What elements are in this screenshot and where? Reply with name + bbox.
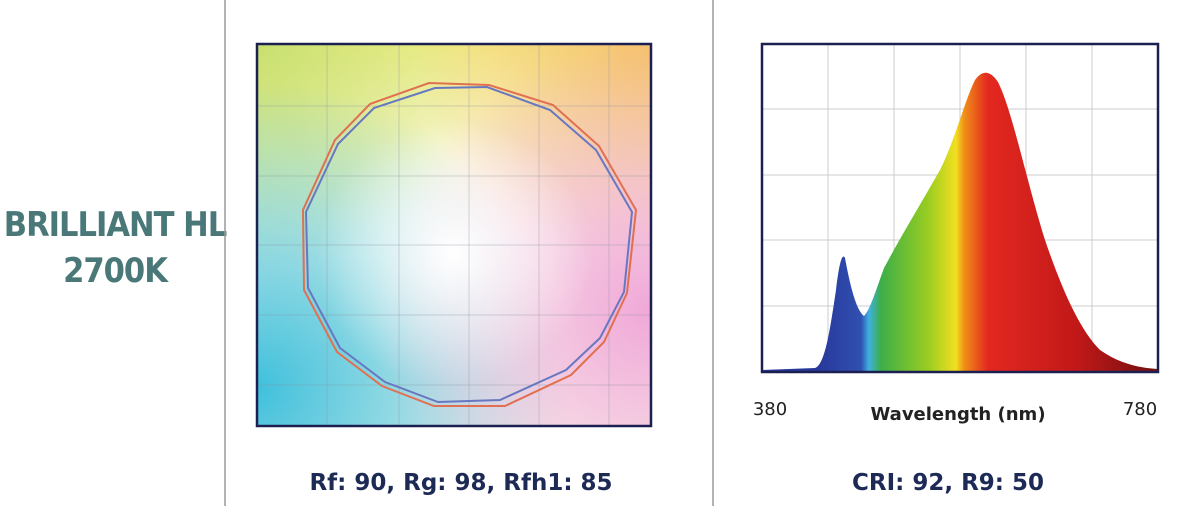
axis-max: 780 — [1123, 399, 1157, 420]
color-vector-graphic — [255, 42, 653, 428]
spectrum-graphic — [760, 42, 1160, 374]
product-name: BRILLIANT HL — [4, 205, 227, 245]
axis-label: Wavelength (nm) — [870, 404, 1045, 425]
caption: Rf: 90, Rg: 98, Rfh1: 85 — [309, 470, 612, 496]
product-cct: 2700K — [63, 251, 169, 291]
axis-min: 380 — [753, 399, 787, 420]
caption: CRI: 92, R9: 50 — [852, 470, 1044, 496]
